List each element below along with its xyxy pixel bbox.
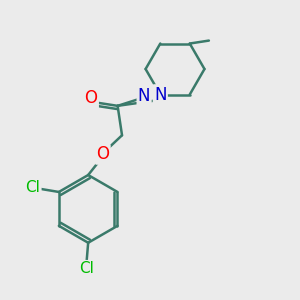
Text: N: N: [154, 85, 167, 103]
Text: O: O: [85, 89, 98, 107]
Text: Cl: Cl: [26, 180, 40, 195]
Text: Cl: Cl: [79, 261, 94, 276]
Text: O: O: [96, 146, 110, 164]
Text: N: N: [138, 86, 150, 104]
